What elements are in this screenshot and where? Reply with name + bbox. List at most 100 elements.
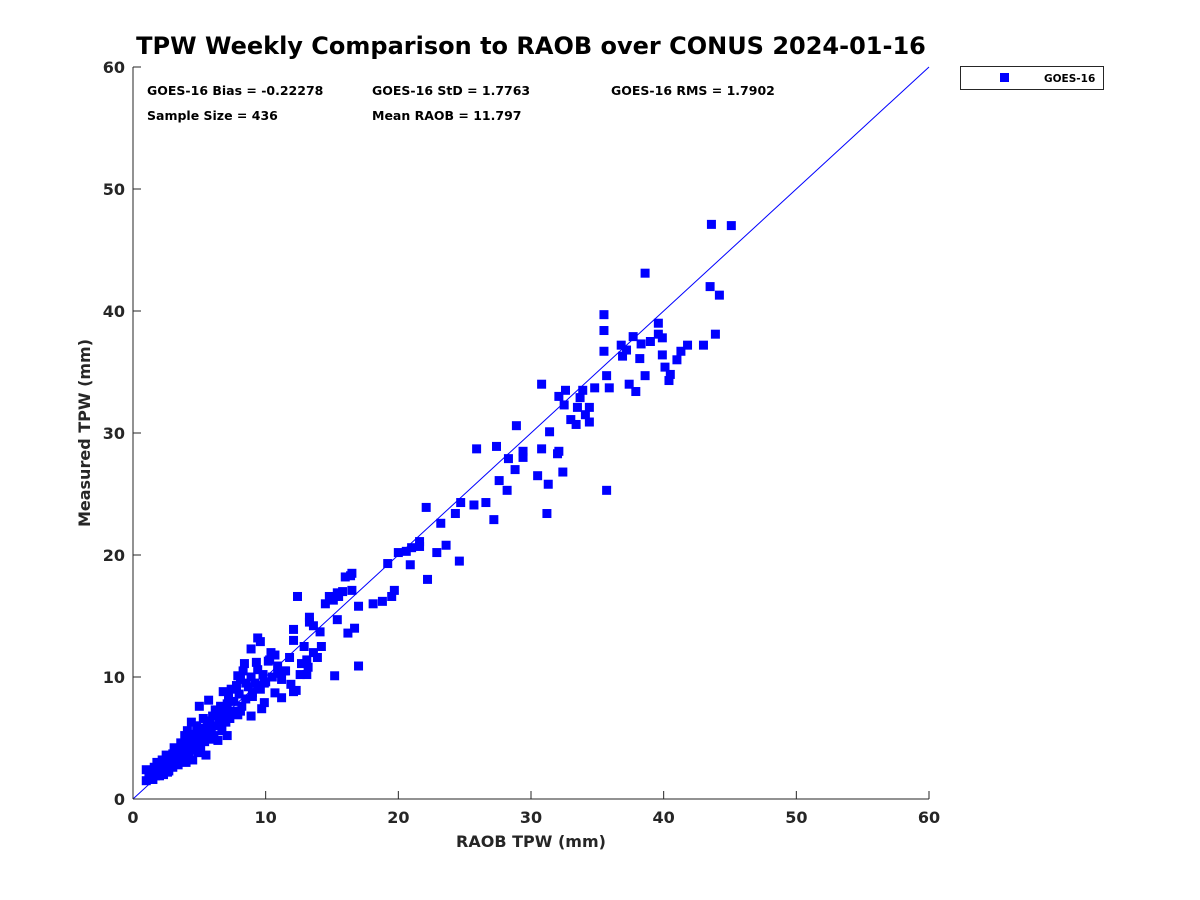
data-point	[218, 687, 228, 697]
data-point	[182, 726, 192, 736]
y-tick-label: 10	[103, 668, 125, 687]
data-point	[657, 333, 667, 343]
x-tick-label: 30	[520, 808, 542, 827]
data-point	[618, 351, 628, 361]
data-point	[194, 701, 204, 711]
data-point	[141, 765, 151, 775]
data-point	[407, 543, 417, 553]
data-point	[338, 587, 348, 597]
data-point	[502, 485, 512, 495]
data-point	[324, 591, 334, 601]
data-point	[202, 722, 212, 732]
data-point	[216, 701, 226, 711]
data-point	[533, 471, 543, 481]
data-point	[590, 383, 600, 393]
legend: GOES-16	[960, 66, 1104, 90]
data-point	[289, 635, 299, 645]
data-point	[584, 417, 594, 427]
data-point	[645, 337, 655, 346]
data-point	[553, 449, 563, 459]
data-point	[714, 290, 724, 300]
data-point	[228, 706, 237, 716]
bias-stat: GOES-16 Bias = -0.22278	[147, 83, 323, 98]
data-points	[141, 219, 736, 786]
data-point	[255, 684, 265, 694]
data-point	[261, 677, 271, 687]
data-point	[469, 500, 479, 510]
data-point	[389, 585, 399, 595]
data-point	[180, 731, 190, 741]
data-point	[200, 737, 210, 747]
data-point	[631, 387, 641, 397]
data-point	[197, 723, 207, 733]
data-point	[253, 665, 263, 675]
data-point	[393, 548, 403, 558]
data-point	[575, 393, 585, 403]
data-point	[616, 340, 626, 350]
data-point	[628, 332, 638, 342]
data-point	[332, 615, 342, 625]
data-point	[176, 756, 186, 766]
data-point	[222, 731, 232, 741]
data-point	[234, 689, 244, 699]
data-point	[295, 670, 305, 680]
data-point	[165, 756, 175, 766]
data-point	[303, 662, 313, 672]
data-point	[636, 339, 646, 349]
data-point	[566, 415, 576, 425]
data-point	[558, 467, 568, 477]
data-point	[304, 612, 314, 622]
data-point	[246, 644, 256, 654]
data-point	[289, 624, 299, 634]
data-point	[494, 476, 504, 486]
data-point	[291, 685, 301, 695]
data-point	[188, 755, 198, 765]
data-point	[635, 354, 645, 364]
data-point	[705, 282, 715, 292]
data-point	[454, 556, 464, 566]
data-point	[726, 221, 736, 231]
data-point	[456, 498, 466, 508]
data-point	[255, 637, 265, 647]
data-point	[247, 688, 257, 698]
y-axis-label: Measured TPW (mm)	[75, 339, 94, 527]
data-point	[226, 684, 236, 694]
data-point	[578, 385, 588, 395]
data-point	[308, 648, 318, 658]
data-point	[198, 732, 208, 742]
data-point	[492, 441, 502, 451]
data-point	[190, 738, 200, 748]
data-point	[542, 509, 552, 519]
data-point	[320, 599, 330, 609]
y-tick-label: 60	[103, 58, 125, 77]
data-point	[231, 681, 241, 691]
data-point	[602, 485, 612, 495]
data-point	[281, 666, 291, 676]
data-point	[383, 559, 393, 569]
data-point	[343, 628, 353, 638]
sample-size-stat: Sample Size = 436	[147, 108, 278, 123]
data-point	[537, 444, 547, 454]
data-point	[243, 682, 253, 692]
data-point	[624, 379, 634, 389]
data-point	[238, 666, 248, 676]
mean-raob-stat: Mean RAOB = 11.797	[372, 108, 521, 123]
data-point	[237, 701, 247, 711]
data-point	[423, 574, 433, 584]
x-tick-label: 60	[918, 808, 940, 827]
data-point	[160, 756, 170, 766]
data-point	[145, 773, 155, 783]
data-point	[599, 326, 609, 336]
data-point	[315, 627, 325, 637]
x-tick-label: 10	[255, 808, 277, 827]
data-point	[198, 713, 208, 723]
x-ticks: 0 10 20 30 40 50 60	[127, 791, 940, 827]
data-point	[239, 659, 249, 669]
data-point	[503, 454, 513, 464]
data-point	[270, 688, 280, 698]
data-point	[205, 716, 215, 726]
data-point	[683, 340, 693, 350]
data-point	[657, 350, 667, 360]
data-point	[599, 346, 609, 356]
data-point	[377, 596, 387, 606]
